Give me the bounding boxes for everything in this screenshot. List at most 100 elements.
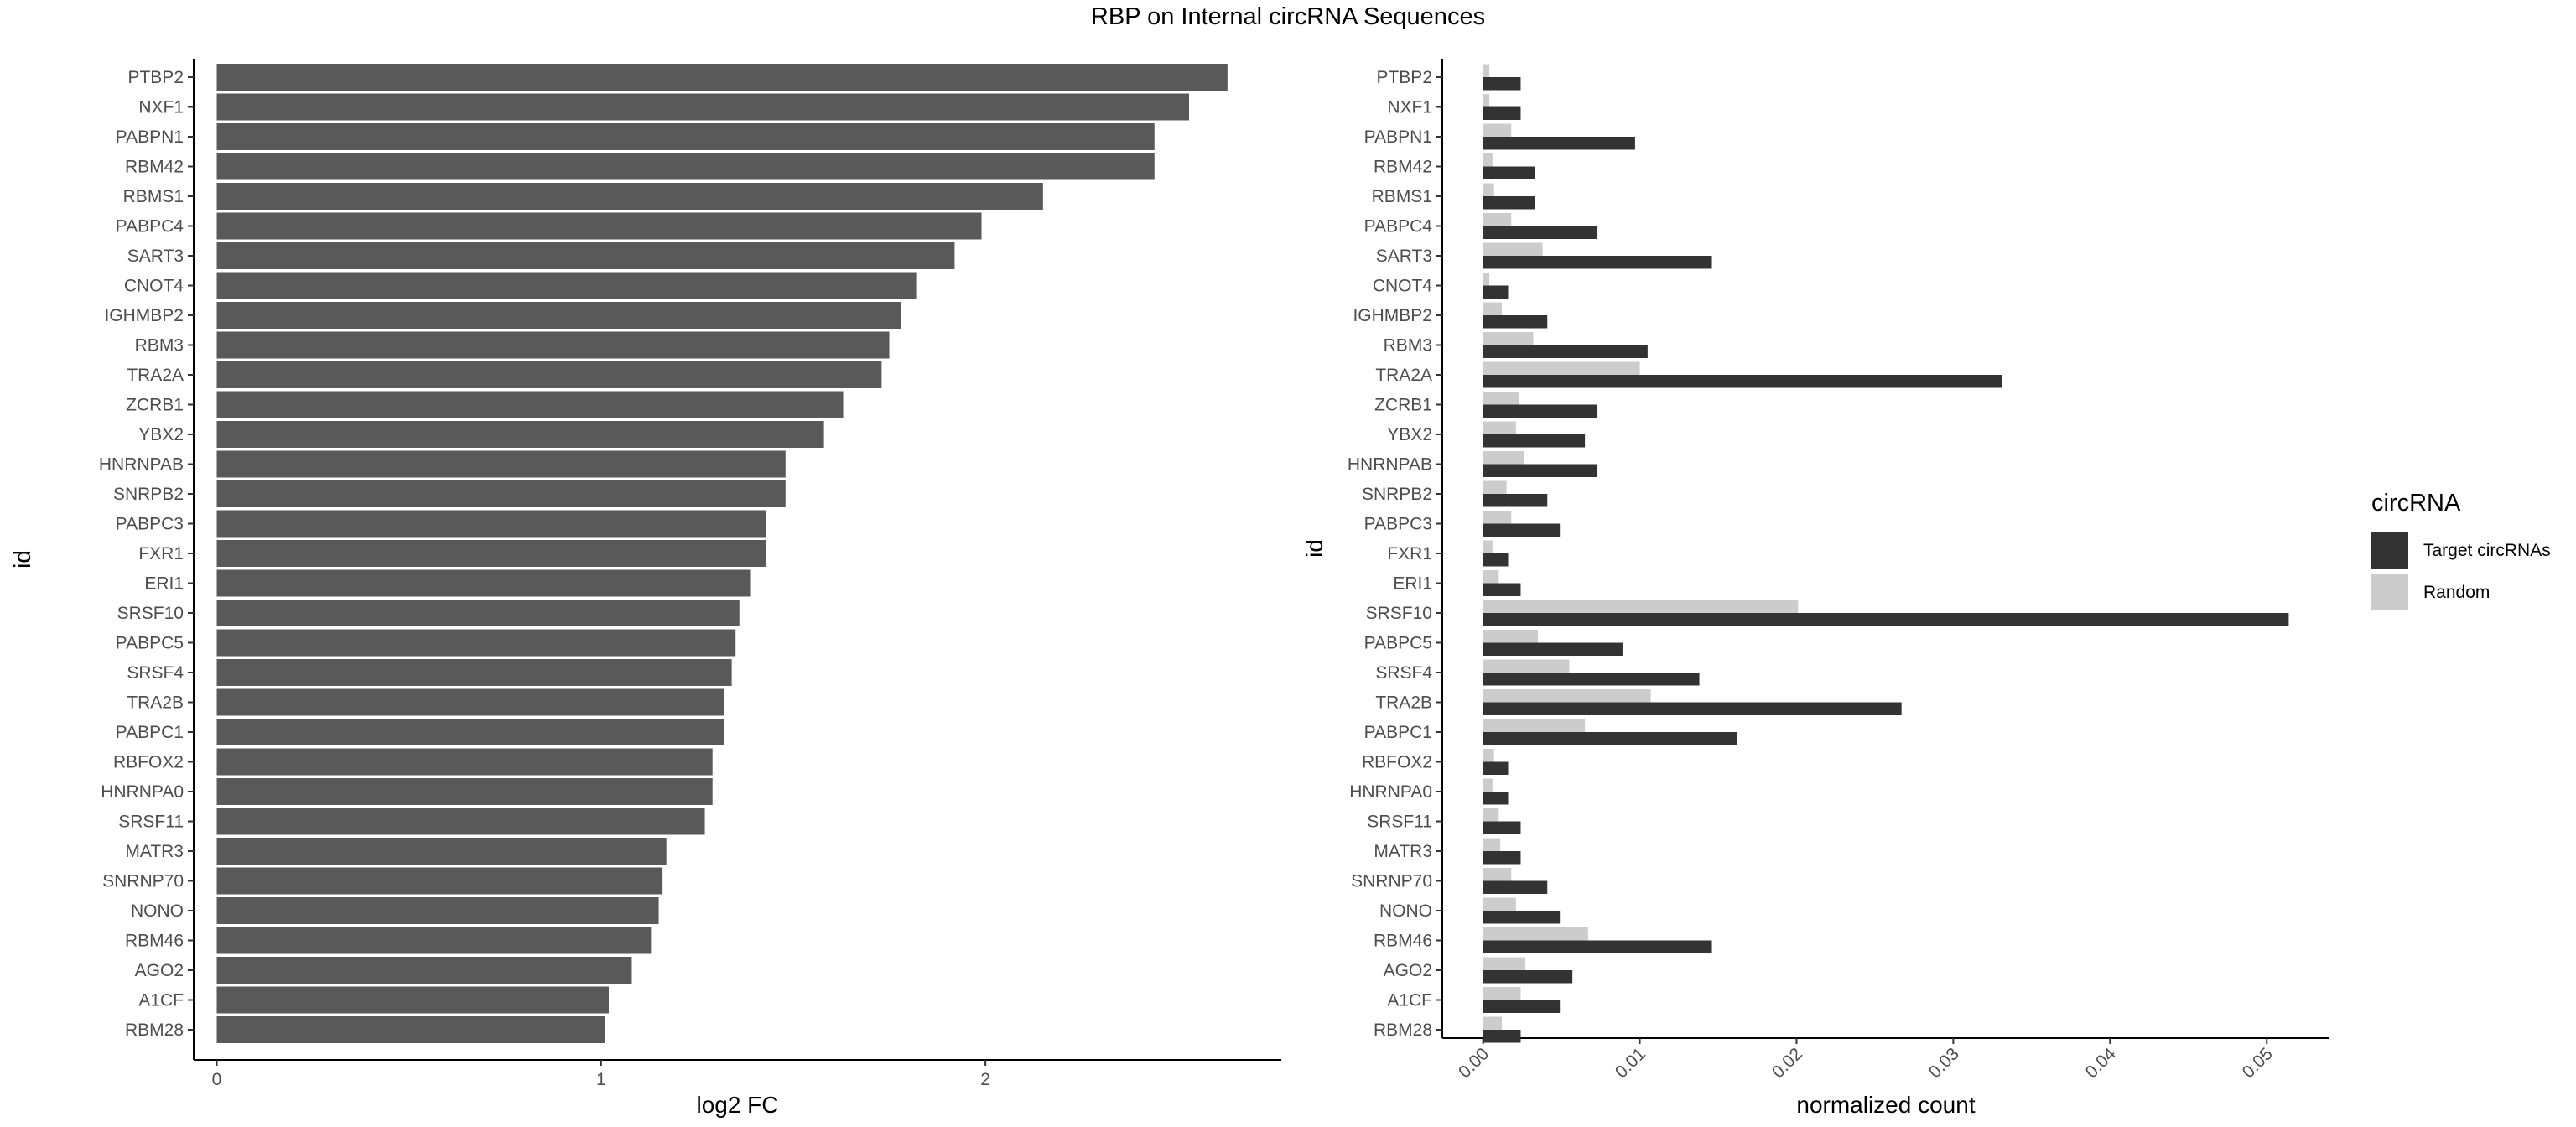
bar-random-srsf4 [1483,659,1570,673]
bar-target-pabpc5 [1483,642,1623,656]
y-tick-label-tra2b: TRA2B [1375,693,1432,713]
y-tick-label-rbm3: RBM3 [135,336,184,356]
bar-random-snrpb2 [1483,480,1507,494]
bar-random-nxf1 [1483,94,1490,107]
normalized-count-bar-chart: PTBP2 NXF1 PABPN1 RBM42 RBMS1 PABPC4 SART3 CNOT… [1301,59,2329,1118]
y-tick-label-srsf11: SRSF11 [1367,813,1432,832]
y-tick-label-hnrnpab: HNRNPAB [1348,455,1432,475]
y-tick-label-pabpn1: PABPN1 [116,127,184,147]
bar-random-tra2a [1483,361,1640,375]
bar-ybx2 [216,421,824,448]
bar-random-pabpc1 [1483,719,1586,732]
y-tick-label-ago2: AGO2 [1384,961,1432,980]
bar-target-rbm46 [1483,940,1712,953]
bar-target-tra2b [1483,702,1902,715]
y-tick-label-rbm42: RBM42 [125,158,184,177]
bar-target-sart3 [1483,256,1712,269]
bar-random-srsf11 [1483,808,1499,822]
bar-target-rbfox2 [1483,761,1509,775]
y-tick-label-pabpc4: PABPC4 [116,217,184,236]
bar-target-srsf4 [1483,673,1700,686]
y-tick-label-rbm28: RBM28 [1374,1021,1432,1040]
bar-srsf10 [216,600,740,626]
y-tick-label-rbm46: RBM46 [125,932,184,951]
y-tick-label-snrpb2: SNRPB2 [113,485,184,504]
y-tick-label-rbfox2: RBFOX2 [113,753,184,772]
y-tick-label-rbms1: RBMS1 [1372,187,1432,206]
bar-random-tra2b [1483,689,1651,703]
bar-random-rbm3 [1483,332,1534,345]
legend-key-random [2371,574,2408,610]
y-tick-label-ybx2: YBX2 [138,425,184,444]
bar-pabpc5 [216,629,736,657]
bar-target-pabpc3 [1483,523,1561,537]
bar-nxf1 [216,93,1190,121]
bar-ago2 [216,957,632,984]
y-tick-label-rbm42: RBM42 [1374,158,1432,177]
legend-label-target-circrnas: Target circRNAs [2423,541,2551,560]
bar-random-rbm46 [1483,927,1588,941]
bar-random-nono [1483,897,1516,911]
bar-target-ybx2 [1483,434,1586,448]
y-tick-label-matr3: MATR3 [1374,842,1432,861]
y-tick-label-rbm3: RBM3 [1384,336,1432,356]
bar-target-ighmbp2 [1483,315,1548,329]
bar-rbms1 [216,183,1043,210]
bar-pabpn1 [216,123,1155,150]
y-tick-label-rbms1: RBMS1 [123,187,184,206]
y-axis-title: id [1301,539,1327,558]
bar-rbm3 [216,331,890,359]
x-axis-title: log2 FC [696,1092,778,1118]
x-axis-title: normalized count [1796,1092,1975,1118]
y-tick-label-nxf1: NXF1 [1387,98,1432,117]
y-tick-label-hnrnpa0: HNRNPA0 [101,782,184,802]
bar-target-pabpc4 [1483,226,1598,239]
y-tick-label-srsf4: SRSF4 [127,663,184,683]
y-tick-label-pabpc1: PABPC1 [116,723,184,742]
bar-matr3 [216,838,667,865]
x-tick-label: 1 [596,1070,606,1089]
bar-target-ago2 [1483,970,1573,984]
bar-target-matr3 [1483,851,1521,865]
x-tick-label: 0.00 [1455,1044,1493,1082]
legend-title: circRNA [2371,490,2461,517]
y-tick-label-zcrb1: ZCRB1 [1374,396,1432,415]
bar-target-zcrb1 [1483,404,1598,418]
bar-rbm42 [216,153,1155,180]
bar-random-pabpc5 [1483,630,1539,643]
bar-random-snrnp70 [1483,868,1512,881]
bar-target-rbms1 [1483,196,1535,210]
bar-srsf11 [216,808,705,835]
y-tick-label-a1cf: A1CF [1387,991,1432,1010]
y-tick-label-ighmbp2: IGHMBP2 [1353,306,1432,325]
bar-target-nono [1483,911,1561,924]
y-tick-label-tra2b: TRA2B [127,693,184,713]
bar-rbfox2 [216,748,713,776]
bar-a1cf [216,986,609,1014]
bar-target-hnrnpa0 [1483,792,1509,805]
y-tick-label-sart3: SART3 [127,247,184,266]
bar-target-eri1 [1483,583,1521,596]
bar-random-cnot4 [1483,273,1490,286]
y-tick-label-ptbp2: PTBP2 [127,68,184,87]
bar-rbm28 [216,1016,605,1043]
bar-zcrb1 [216,391,844,418]
y-tick-label-tra2a: TRA2A [127,366,184,385]
bar-hnrnpab [216,450,786,478]
page-title: RBP on Internal circRNA Sequences [1090,3,1486,30]
bar-target-a1cf [1483,1000,1561,1013]
bar-target-snrpb2 [1483,494,1548,507]
bar-random-hnrnpab [1483,451,1524,465]
y-tick-label-snrnp70: SNRNP70 [1351,872,1432,891]
bar-srsf4 [216,659,732,686]
y-tick-label-pabpc3: PABPC3 [116,515,184,534]
bar-tra2a [216,361,882,388]
y-tick-label-eri1: ERI1 [144,574,184,594]
y-tick-label-pabpc4: PABPC4 [1364,217,1433,236]
bar-target-pabpn1 [1483,137,1635,150]
x-tick-label: 0 [212,1070,222,1089]
y-tick-label-nono: NONO [131,901,184,921]
y-tick-label-cnot4: CNOT4 [124,277,184,296]
bar-random-hnrnpa0 [1483,778,1493,792]
